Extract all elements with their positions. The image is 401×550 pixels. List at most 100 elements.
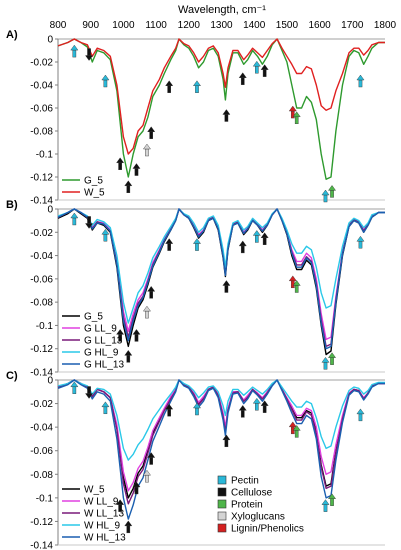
band-arrow — [142, 143, 151, 157]
band-arrow — [260, 400, 269, 413]
top-tick-label: 1700 — [341, 20, 364, 31]
series-line-2 — [57, 38, 385, 155]
legend-item: W_5 — [62, 485, 105, 496]
legend-label: G_5 — [84, 312, 103, 323]
y-tick-label: -0.04 — [30, 81, 53, 92]
panel-label: B) — [6, 199, 18, 211]
legend-label: W HL_9 — [84, 521, 121, 532]
band-arrow — [165, 403, 174, 417]
band-arrow — [252, 230, 261, 243]
series-legend: G_5W_5 — [62, 176, 105, 199]
category-swatch — [217, 511, 227, 521]
panels: A) 0 -0.02 -0.04 -0.06 -0.08 -0.1 -0.12 -0.14 G_5… — [6, 29, 385, 550]
band-arrow — [260, 232, 269, 245]
panel-3: C) 0 -0.02 -0.04 -0.06 -0.08 -0.1 -0.12 -0.14 W_5… — [6, 370, 385, 550]
legend-label: W LL_9 — [84, 497, 119, 508]
legend-label: W_5 — [84, 188, 105, 199]
y-tick-label: -0.1 — [36, 493, 54, 504]
top-axis-ticks: 800 900 1000 1100 1200 1300 1400 1500 1600 1700 18… — [50, 20, 397, 31]
band-arrow — [328, 493, 337, 506]
y-tick-label: -0.02 — [30, 228, 53, 239]
legend-label: G HL_9 — [84, 348, 119, 359]
category-label: Xyloglucans — [231, 512, 285, 523]
y-tick-label: 0 — [47, 376, 53, 387]
y-tick-label: -0.14 — [30, 368, 53, 379]
y-tick-label: -0.12 — [30, 517, 53, 528]
category-legend-item: Lignin/Phenolics — [217, 523, 304, 535]
band-arrow — [356, 74, 365, 88]
legend-item: G_5 — [62, 312, 103, 323]
category-label: Protein — [231, 500, 263, 511]
band-arrow — [222, 280, 231, 293]
band-arrow — [222, 109, 231, 122]
band-arrow — [292, 111, 301, 125]
y-tick-label: -0.14 — [30, 196, 53, 207]
top-axis-title: Wavelength, cm⁻¹ — [178, 4, 266, 16]
category-swatch — [217, 475, 227, 485]
y-tick-label: -0.08 — [30, 470, 53, 481]
y-tick-label: -0.1 — [36, 321, 54, 332]
legend-label: W HL_13 — [84, 533, 126, 544]
category-legend-item: Xyloglucans — [217, 511, 285, 523]
top-tick-label: 1200 — [178, 20, 201, 31]
y-tick-label: -0.12 — [30, 173, 53, 184]
band-arrow — [142, 305, 151, 319]
band-arrow — [85, 216, 94, 229]
y-tick-label: -0.1 — [36, 150, 54, 161]
band-arrow — [165, 238, 174, 251]
y-tick-label: -0.04 — [30, 423, 53, 434]
legend-item: G LL_9 — [62, 324, 117, 335]
category-swatch — [217, 499, 227, 509]
band-arrow — [85, 386, 94, 399]
band-arrow — [147, 126, 156, 139]
category-legend: PectinCelluloseProteinXyloglucansLignin/… — [217, 475, 304, 535]
band-arrow — [132, 163, 141, 176]
y-tick-label: -0.02 — [30, 58, 53, 69]
band-arrow — [356, 408, 365, 422]
band-arrow — [124, 350, 133, 363]
band-arrow — [116, 329, 125, 342]
category-label: Cellulose — [231, 488, 273, 499]
series-line-4 — [57, 379, 385, 461]
band-arrow — [165, 80, 174, 93]
band-arrow — [147, 285, 156, 299]
series-legend: G_5G LL_9G LL_13G HL_9G HL_13 — [62, 312, 124, 371]
band-arrow — [292, 280, 301, 293]
top-tick-label: 800 — [50, 20, 67, 31]
legend-item: W_5 — [62, 188, 105, 199]
panel-label: C) — [6, 370, 18, 382]
top-tick-label: 1000 — [112, 20, 135, 31]
legend-item: W HL_9 — [62, 521, 121, 532]
category-legend-item: Protein — [217, 499, 263, 511]
legend-label: G LL_13 — [84, 336, 123, 347]
legend-item: G_5 — [62, 176, 103, 187]
top-tick-label: 1400 — [243, 20, 266, 31]
band-arrow — [321, 357, 330, 370]
band-arrow — [328, 185, 337, 198]
band-arrow — [252, 397, 261, 411]
legend-item: G LL_13 — [62, 336, 123, 347]
band-arrow — [116, 499, 125, 512]
y-tick-label: -0.14 — [30, 541, 53, 550]
y-tick-label: 0 — [47, 205, 53, 216]
top-tick-label: 1500 — [276, 20, 299, 31]
band-arrow — [70, 212, 79, 226]
y-tick-label: -0.08 — [30, 127, 53, 138]
y-tick-label: -0.06 — [30, 446, 53, 457]
band-arrow — [238, 240, 247, 254]
panel-label: A) — [6, 29, 18, 41]
top-tick-label: 900 — [82, 20, 99, 31]
legend-label: G LL_9 — [84, 324, 117, 335]
y-tick-label: -0.08 — [30, 298, 53, 309]
y-tick-label: -0.02 — [30, 399, 53, 410]
y-tick-label: -0.12 — [30, 344, 53, 355]
category-swatch — [217, 523, 227, 533]
band-arrow — [192, 80, 201, 93]
category-legend-item: Cellulose — [217, 488, 273, 499]
legend-item: G HL_9 — [62, 348, 119, 359]
legend-item: G HL_13 — [62, 360, 124, 371]
panel-2: B) 0 -0.02 -0.04 -0.06 -0.08 -0.1 -0.12 -0.14 G_5… — [6, 199, 385, 379]
band-arrow — [70, 44, 79, 58]
legend-item: W LL_13 — [62, 509, 124, 520]
band-arrow — [101, 74, 110, 88]
